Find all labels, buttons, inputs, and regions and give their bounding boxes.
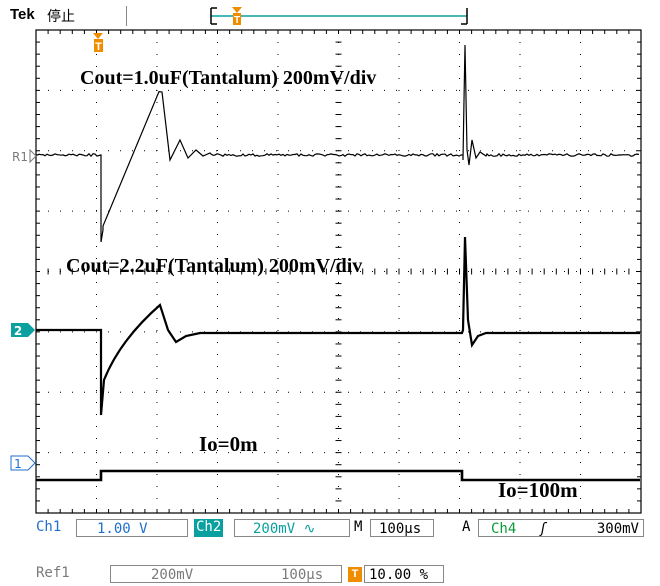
ch2-label[interactable]: Ch2 (194, 519, 223, 537)
trigger-position-percent[interactable]: 10.00 % (364, 565, 444, 583)
bandwidth-limit-icon: ∿ (304, 521, 316, 537)
ch1-scale[interactable]: 1.00 V (76, 519, 188, 537)
ch1-marker[interactable]: 1 (11, 456, 35, 471)
channel-status-bar: Ch1 1.00 V Ch2 200mV ∿ M 100µs A Ch4 ʃ 3… (0, 516, 660, 542)
trigger-level: 300mV (597, 520, 639, 538)
ref1-settings[interactable]: 200mV 100µs (110, 565, 342, 583)
ref1-marker[interactable]: R1 (12, 150, 36, 164)
trigger-position-icon: T (348, 567, 362, 582)
ch2-scale: 200mV (253, 521, 295, 537)
trigger-prefix: A (462, 519, 470, 537)
ch2-scale-box[interactable]: 200mV ∿ (234, 519, 350, 537)
ref1-label[interactable]: Ref1 (36, 565, 70, 583)
svg-text:2: 2 (14, 324, 22, 338)
ch2-marker[interactable]: 2 (11, 323, 35, 338)
ref1-timebase: 100µs (281, 566, 323, 584)
ref1-scale: 200mV (151, 566, 193, 584)
waveform-display[interactable]: T R1 2 1 Cout=1.0uF(Tantalum) 200mV/div … (0, 0, 660, 516)
timebase-scale[interactable]: 100µs (370, 519, 434, 537)
svg-text:R1: R1 (12, 150, 28, 164)
annotation-io-100m: Io=100m (498, 478, 578, 502)
trigger-marker-icon: T (93, 33, 103, 53)
annotation-cout-2uf: Cout=2.2uF(Tantalum) 200mV/div (66, 255, 362, 277)
svg-text:T: T (95, 41, 102, 53)
reference-status-bar: Ref1 200mV 100µs T 10.00 % (0, 562, 660, 584)
annotation-io-0m: Io=0m (199, 432, 258, 456)
timebase-prefix: M (354, 519, 362, 537)
annotation-cout-1uf: Cout=1.0uF(Tantalum) 200mV/div (80, 67, 376, 89)
trigger-settings[interactable]: Ch4 ʃ 300mV (478, 519, 644, 537)
ch1-label[interactable]: Ch1 (36, 519, 61, 537)
svg-text:1: 1 (14, 457, 22, 471)
trigger-source: Ch4 (491, 520, 516, 538)
rising-edge-icon: ʃ (539, 520, 547, 538)
